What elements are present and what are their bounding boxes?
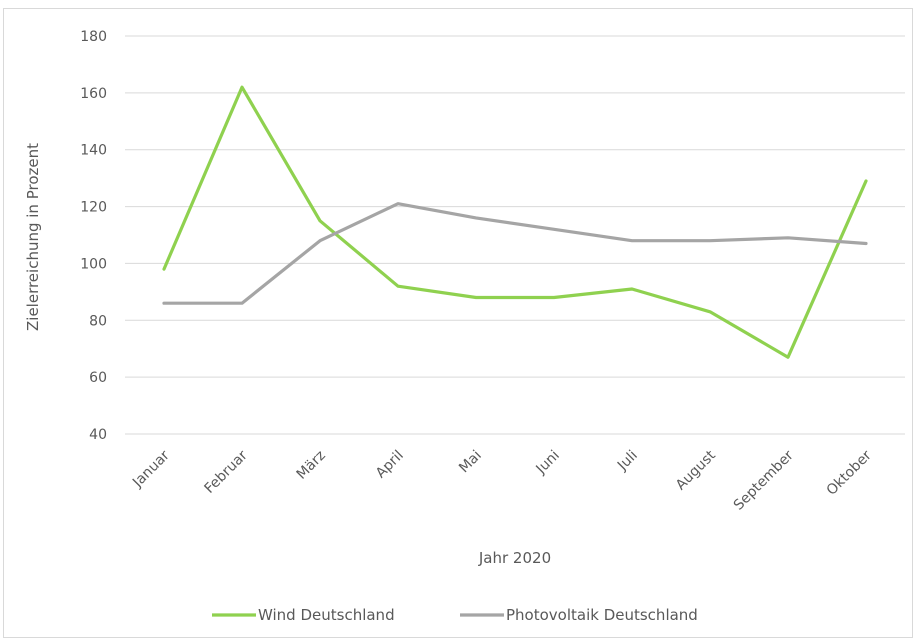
- y-tick-label: 80: [89, 313, 107, 329]
- series-line-photovoltaik: [162, 202, 868, 305]
- x-tick-label: August: [673, 447, 719, 493]
- y-axis-ticks: 40 60 80 100 120 140 160 180: [80, 29, 107, 443]
- x-tick-label: März: [294, 448, 329, 483]
- y-axis-title: Zielerreichung in Prozent: [24, 143, 42, 331]
- legend-label: Wind Deutschland: [258, 606, 395, 624]
- x-tick-label: Mai: [456, 448, 485, 477]
- y-tick-label: 60: [89, 370, 107, 386]
- gridlines: [125, 35, 905, 435]
- x-tick-label: September: [731, 447, 797, 513]
- series-line-wind: [162, 85, 868, 359]
- y-tick-label: 40: [89, 427, 107, 443]
- legend-label: Photovoltaik Deutschland: [506, 606, 698, 624]
- x-tick-label: April: [373, 448, 407, 482]
- chart-frame: [3, 8, 913, 638]
- x-tick-label: Oktober: [824, 447, 875, 498]
- x-tick-label: Januar: [129, 447, 173, 491]
- x-tick-label: Juni: [533, 448, 563, 478]
- x-tick-label: Februar: [201, 447, 250, 496]
- x-axis-title: Jahr 2020: [478, 549, 551, 567]
- legend: Wind Deutschland Photovoltaik Deutschland: [212, 606, 698, 624]
- x-tick-label: Juli: [614, 448, 641, 475]
- y-tick-label: 120: [80, 200, 107, 216]
- y-tick-label: 100: [80, 256, 107, 272]
- y-tick-label: 140: [80, 143, 107, 159]
- y-tick-label: 180: [80, 29, 107, 45]
- series-lines: [162, 85, 868, 359]
- y-tick-label: 160: [80, 86, 107, 102]
- x-axis-ticks: Januar Februar März April Mai Juni Juli August S…: [129, 447, 875, 513]
